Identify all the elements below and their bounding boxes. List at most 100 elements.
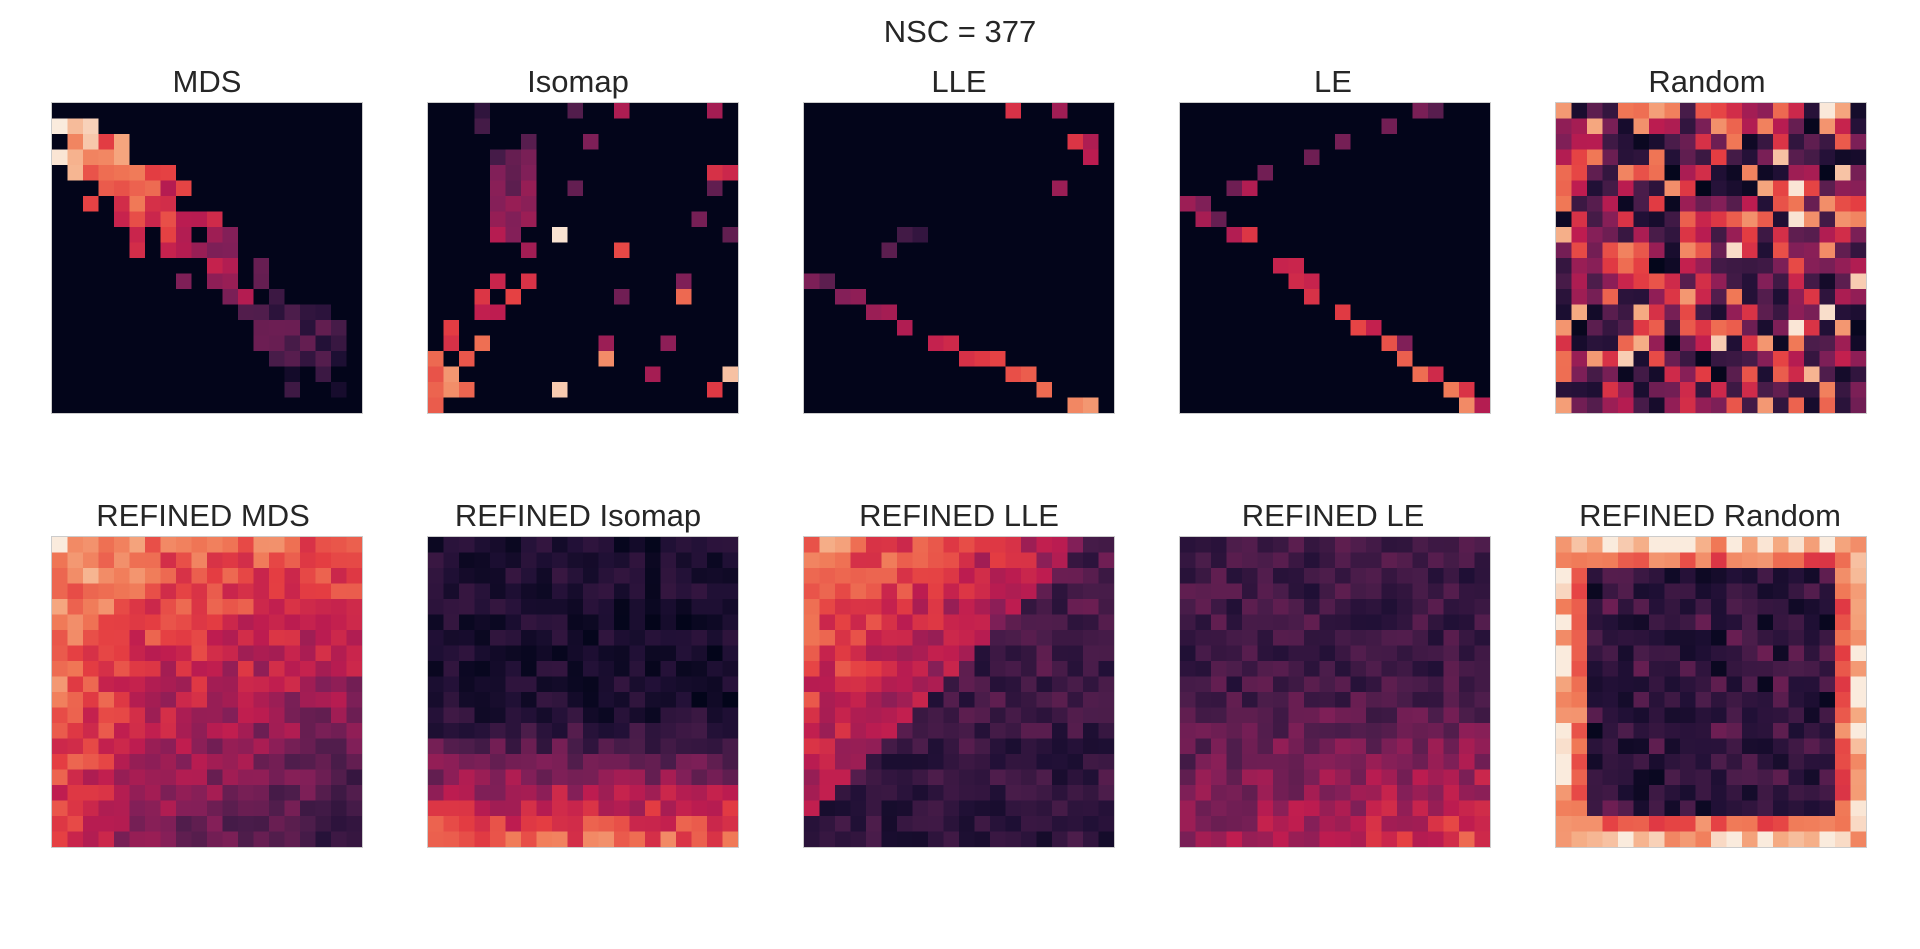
heatmap-cell (1288, 816, 1305, 832)
heatmap-cell (912, 707, 929, 724)
heatmap-cell (1850, 165, 1866, 181)
heatmap-cell (1067, 351, 1084, 367)
heatmap-cell (67, 583, 84, 600)
heatmap-cell (614, 366, 630, 383)
heatmap-cell (1633, 165, 1650, 181)
heatmap-cell (1195, 831, 1212, 847)
heatmap-cell (1195, 118, 1212, 135)
heatmap-cell (1319, 335, 1336, 352)
heatmap-cell (804, 273, 820, 290)
heatmap-cell (835, 645, 851, 662)
heatmap-cell (1443, 614, 1460, 631)
heatmap-cell (129, 676, 146, 693)
heatmap-cell (583, 800, 599, 817)
heatmap-cell (804, 165, 820, 181)
heatmap-cell (1381, 196, 1398, 212)
heatmap-cell (253, 180, 270, 197)
heatmap-cell (1664, 258, 1681, 274)
heatmap-cell (459, 800, 475, 817)
heatmap-cell (897, 552, 913, 569)
heatmap-cell (629, 180, 646, 197)
heatmap-cell (207, 196, 223, 212)
heatmap-cell (819, 273, 836, 290)
heatmap-cell (850, 211, 867, 228)
heatmap-cell (691, 134, 708, 150)
heatmap-cell (1633, 211, 1650, 228)
heatmap-cell (1288, 785, 1305, 801)
heatmap-cell (52, 800, 68, 817)
heatmap-cell (67, 382, 84, 398)
heatmap-cell (722, 645, 738, 662)
heatmap-cell (1459, 242, 1475, 259)
heatmap-cell (928, 227, 944, 243)
heatmap-cell (1273, 537, 1289, 553)
heatmap-cell (1773, 754, 1789, 770)
heatmap-cell (1819, 382, 1836, 398)
heatmap-cell (269, 568, 285, 584)
heatmap-cell (1304, 227, 1320, 243)
heatmap-cell (1273, 831, 1289, 847)
heatmap-cell (1257, 134, 1274, 150)
heatmap-cell (645, 366, 661, 383)
heatmap-cell (160, 552, 177, 569)
heatmap-cell (300, 320, 316, 336)
heatmap-cell (52, 614, 68, 631)
heatmap-cell (1474, 645, 1490, 662)
heatmap-cell (238, 568, 254, 584)
heatmap-cell (1083, 769, 1099, 786)
heatmap-cell (1257, 335, 1274, 352)
heatmap-cell (191, 227, 208, 243)
heatmap-cell (1695, 754, 1712, 770)
heatmap-cell (1428, 273, 1444, 290)
heatmap-cell (1571, 134, 1588, 150)
heatmap-cell (1443, 103, 1460, 119)
heatmap-cell (1602, 738, 1619, 755)
heatmap-cell (974, 227, 991, 243)
heatmap-cell (1757, 366, 1774, 383)
heatmap-cell (129, 118, 146, 135)
heatmap-cell (1304, 397, 1320, 413)
heatmap-cell (300, 769, 316, 786)
heatmap-cell (1695, 180, 1712, 197)
heatmap-cell (928, 831, 944, 847)
heatmap-cell (114, 351, 130, 367)
heatmap-cell (536, 831, 553, 847)
heatmap-cell (1459, 630, 1475, 646)
heatmap-cell (1195, 211, 1212, 228)
heatmap-cell (567, 769, 584, 786)
heatmap-cell (629, 769, 646, 786)
heatmap-cell (629, 676, 646, 693)
heatmap-cell (928, 134, 944, 150)
heatmap-cell (614, 754, 630, 770)
heatmap-cell (1052, 676, 1068, 693)
heatmap-cell (222, 273, 239, 290)
heatmap-cell (346, 738, 362, 755)
heatmap-cell (1366, 242, 1382, 259)
heatmap-cell (1428, 134, 1444, 150)
heatmap-cell (1773, 583, 1789, 600)
heatmap-cell (1819, 258, 1836, 274)
heatmap-cell (1083, 366, 1099, 383)
heatmap-cell (1757, 258, 1774, 274)
heatmap-cell (897, 599, 913, 615)
heatmap-cell (1005, 831, 1022, 847)
heatmap-cell (1335, 351, 1351, 367)
heatmap-cell (1067, 211, 1084, 228)
heatmap-cell (428, 707, 444, 724)
heatmap-cell (897, 304, 913, 321)
heatmap-cell (1680, 196, 1696, 212)
heatmap-cell (1067, 614, 1084, 631)
heatmap-cell (1618, 227, 1634, 243)
heatmap-cell (536, 583, 553, 600)
heatmap-cell (1211, 552, 1227, 569)
heatmap-cell (990, 552, 1006, 569)
heatmap-cell (1180, 211, 1196, 228)
heatmap-cell (238, 211, 254, 228)
heatmap-cell (490, 304, 506, 321)
heatmap-cell (1005, 599, 1022, 615)
heatmap-cell (912, 134, 929, 150)
heatmap-cell (1428, 118, 1444, 135)
heatmap-cell (1602, 196, 1619, 212)
heatmap-cell (866, 552, 882, 569)
heatmap-cell (645, 258, 661, 274)
